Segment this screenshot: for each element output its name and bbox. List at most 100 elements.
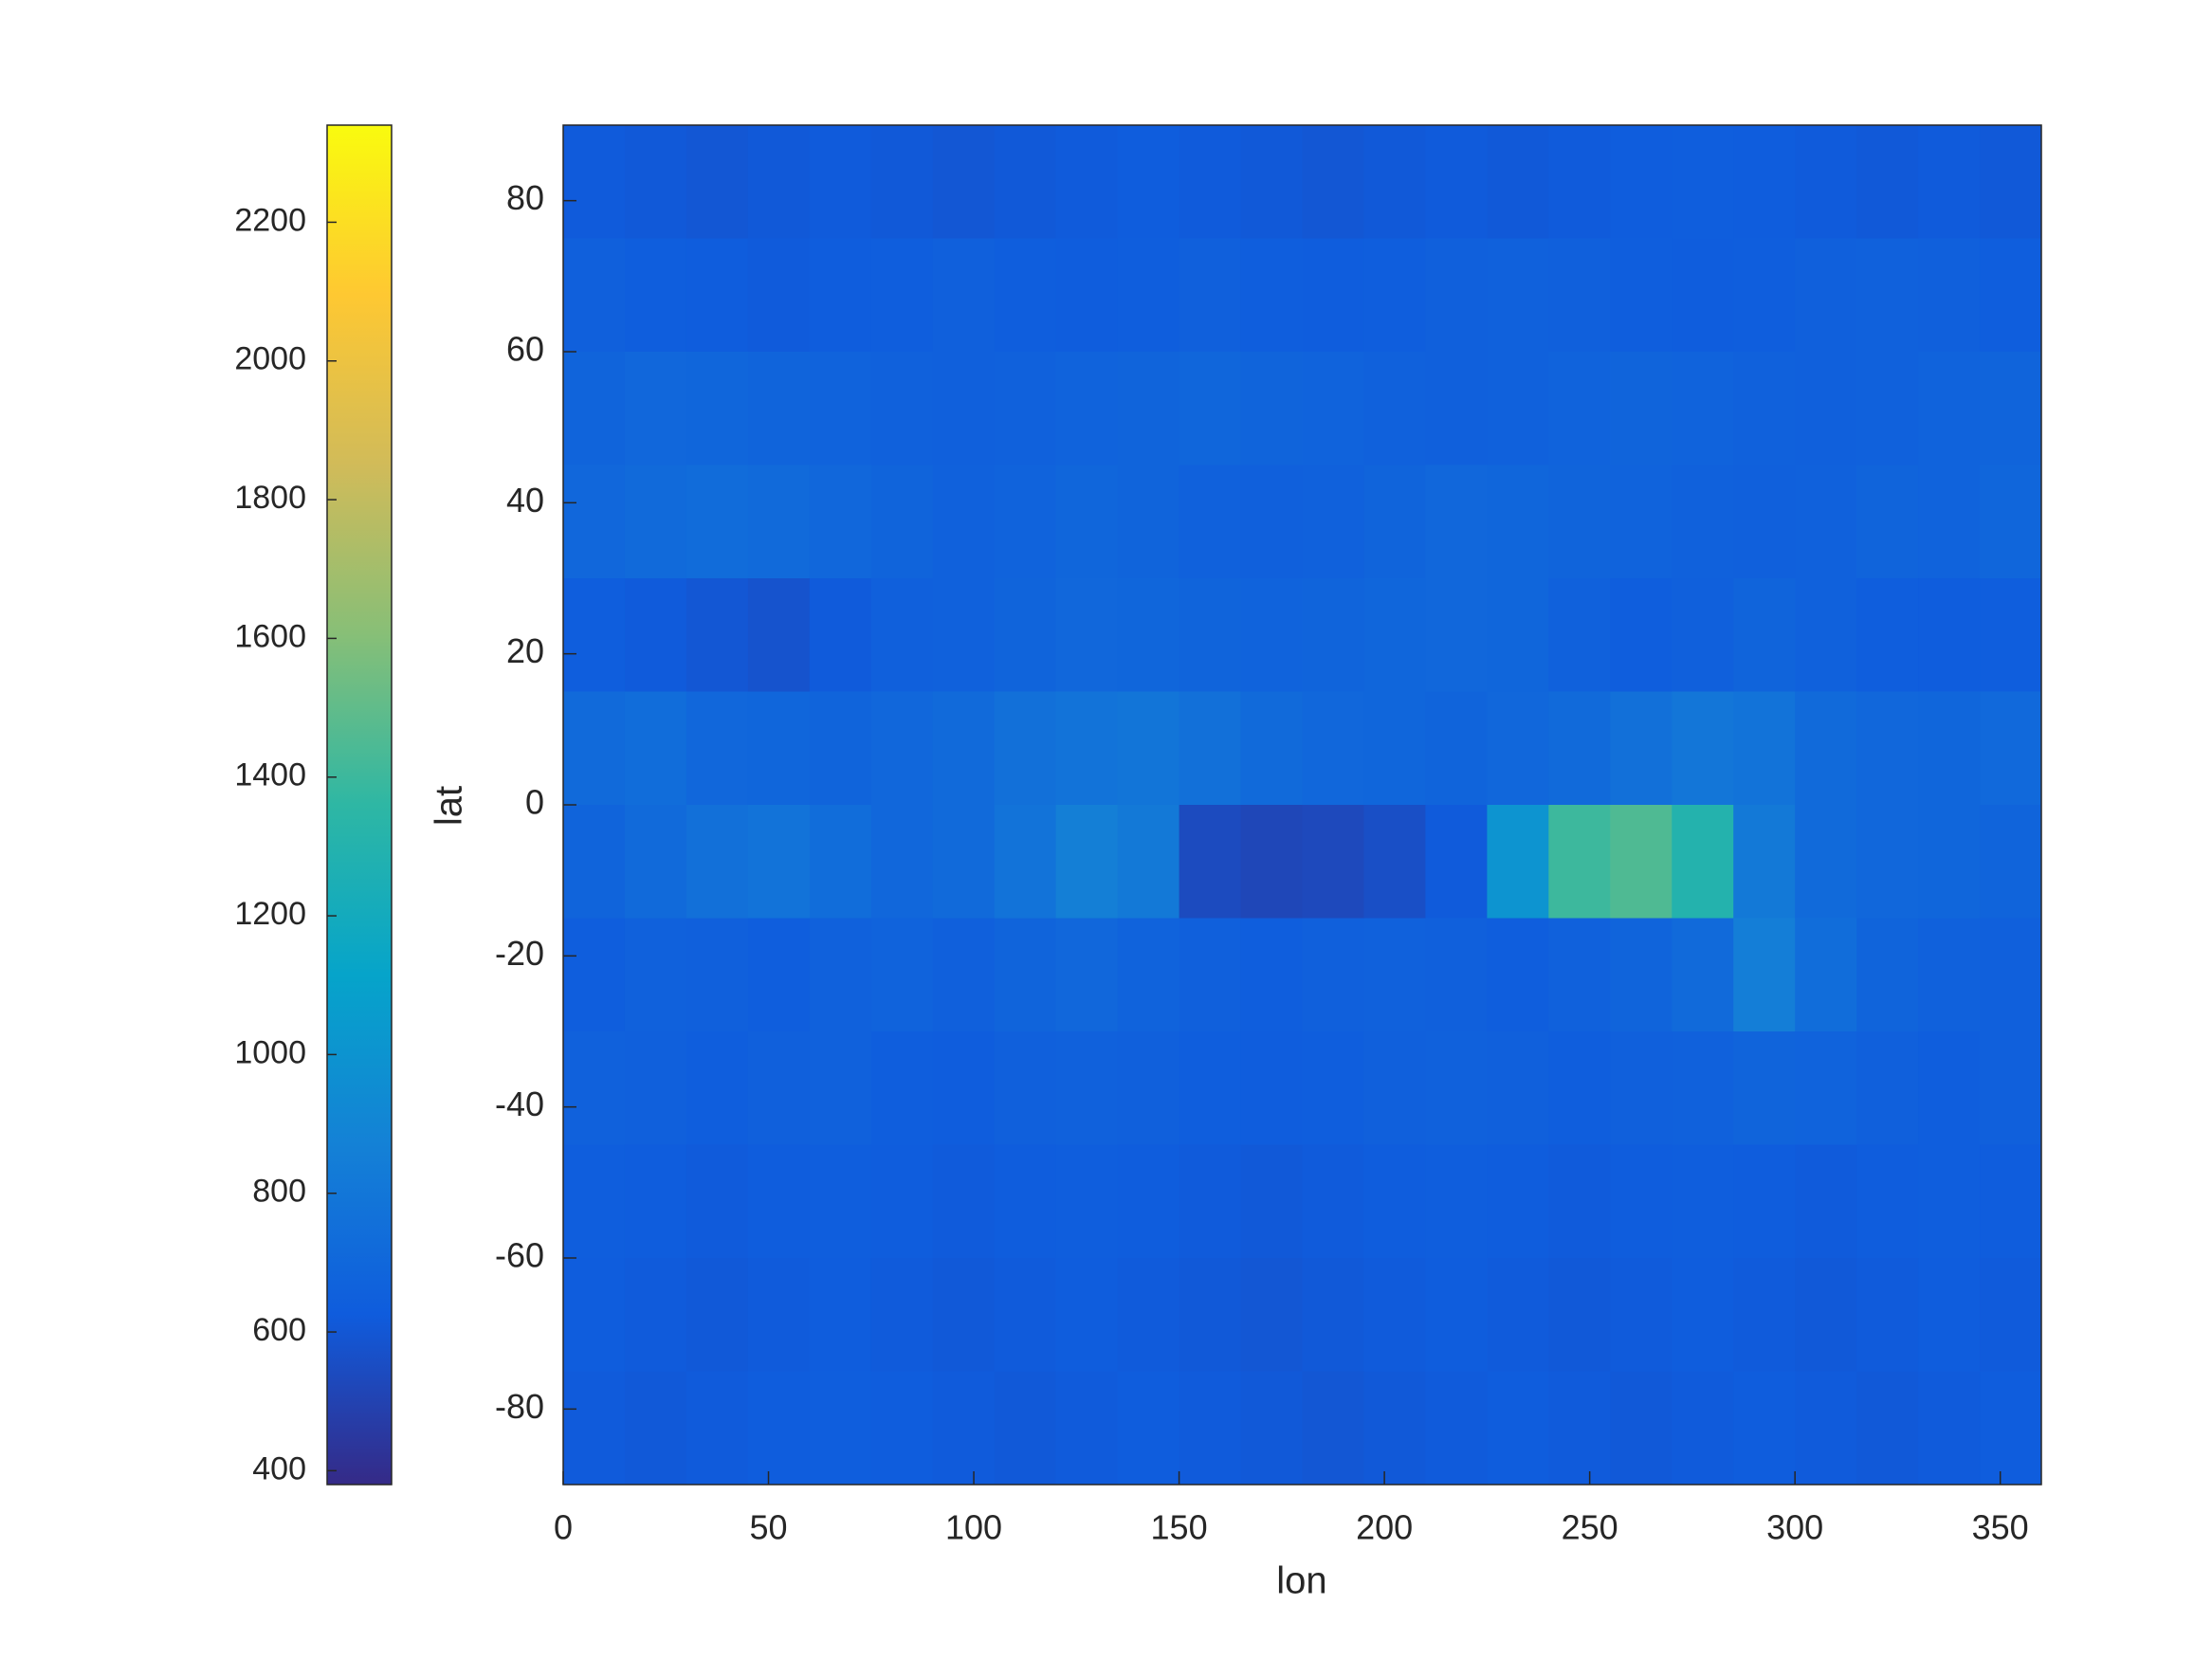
x-axis-label: lon (1276, 1560, 1326, 1602)
cell (1795, 125, 1857, 239)
cell (1179, 805, 1242, 919)
cell (563, 238, 626, 353)
cell (1918, 465, 1981, 579)
cell (1733, 805, 1796, 919)
cell (1487, 1144, 1549, 1259)
cell (1179, 352, 1242, 465)
cell (1733, 918, 1796, 1032)
x-tick-label: 200 (1356, 1508, 1413, 1547)
cell (1117, 238, 1180, 353)
cell (1425, 918, 1488, 1032)
x-tick-label: 0 (554, 1508, 573, 1547)
cell (1179, 578, 1242, 692)
cell (870, 125, 934, 239)
cell (1363, 125, 1426, 239)
cell (624, 691, 687, 806)
cell (1425, 1371, 1488, 1485)
cell (1610, 352, 1673, 465)
heatmap (563, 125, 2041, 1485)
cell (563, 1371, 626, 1485)
cell (686, 691, 749, 806)
y-tick-label: 80 (506, 178, 544, 217)
cell (1980, 691, 2041, 806)
cell (1302, 465, 1364, 579)
cell (1425, 691, 1488, 806)
cell (563, 352, 626, 465)
cell (1795, 1371, 1857, 1485)
cell (1548, 691, 1611, 806)
cell (1055, 918, 1119, 1032)
cell (1795, 1031, 1857, 1145)
cell (994, 1144, 1057, 1259)
cell (1425, 1144, 1488, 1259)
cell (1672, 1371, 1734, 1485)
cell (1363, 1144, 1426, 1259)
cell (1487, 465, 1549, 579)
y-tick-label: -80 (495, 1387, 544, 1426)
cell (1856, 918, 1919, 1032)
cell (1856, 1031, 1919, 1145)
cell (1425, 1258, 1488, 1372)
cell (809, 352, 872, 465)
cell (747, 691, 811, 806)
cell (1055, 352, 1119, 465)
cell (624, 352, 687, 465)
x-tick-label: 300 (1766, 1508, 1823, 1547)
cell (1302, 1031, 1364, 1145)
cell (1363, 1371, 1426, 1485)
cell (1117, 805, 1180, 919)
cell (1795, 918, 1857, 1032)
cell (870, 465, 934, 579)
cell (994, 352, 1057, 465)
cell (1610, 918, 1673, 1032)
colorbar-tick-label: 1000 (234, 1034, 306, 1070)
cell (994, 125, 1057, 239)
cell (1610, 1258, 1673, 1372)
cell (1795, 1258, 1857, 1372)
cell (686, 1258, 749, 1372)
cell (1672, 1144, 1734, 1259)
cell (932, 1258, 996, 1372)
cell (747, 918, 811, 1032)
cell (1918, 352, 1981, 465)
cell (624, 918, 687, 1032)
cell (624, 578, 687, 692)
cell (994, 1371, 1057, 1485)
cell (1240, 238, 1303, 353)
cell (809, 238, 872, 353)
cell (1918, 1371, 1981, 1485)
cell (1240, 1031, 1303, 1145)
colorbar-tick-label: 1800 (234, 480, 306, 516)
cell (870, 805, 934, 919)
cell (1795, 465, 1857, 579)
cell (686, 465, 749, 579)
cell (1795, 1144, 1857, 1259)
cell (1918, 1031, 1981, 1145)
cell (870, 238, 934, 353)
cell (1363, 691, 1426, 806)
cell (1179, 1144, 1242, 1259)
cell (624, 125, 687, 239)
cell (1672, 1031, 1734, 1145)
cell (1733, 352, 1796, 465)
cell (1733, 465, 1796, 579)
cell (870, 352, 934, 465)
cell (1487, 125, 1549, 239)
cell (932, 238, 996, 353)
cell (1610, 1371, 1673, 1485)
cell (563, 691, 626, 806)
cell (686, 238, 749, 353)
x-tick-label: 350 (1972, 1508, 2029, 1547)
cell (1240, 918, 1303, 1032)
cell (1548, 1144, 1611, 1259)
cell (1302, 125, 1364, 239)
cell (994, 1258, 1057, 1372)
cell (1918, 805, 1981, 919)
cell (563, 918, 626, 1032)
cell (747, 465, 811, 579)
cell (1795, 805, 1857, 919)
colorbar-tick-label: 800 (252, 1174, 306, 1210)
cell (1302, 238, 1364, 353)
cell (1856, 1144, 1919, 1259)
cell (1795, 578, 1857, 692)
